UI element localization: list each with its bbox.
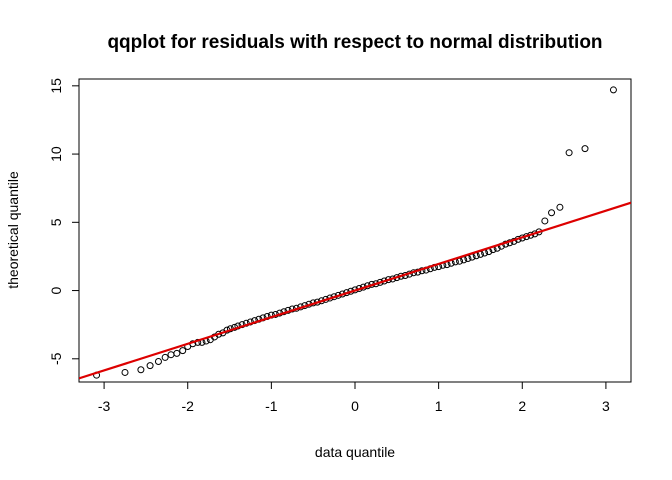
data-point — [179, 347, 187, 355]
data-point — [137, 366, 145, 374]
data-point — [548, 209, 556, 217]
x-tick-label: -1 — [265, 398, 278, 414]
y-tick-label: -5 — [48, 352, 64, 365]
y-tick-label: 15 — [48, 78, 64, 94]
x-tick-label: 0 — [351, 398, 359, 414]
data-point — [167, 351, 175, 359]
data-point — [565, 149, 573, 157]
reference-line-group — [79, 201, 631, 380]
x-tick-label: 1 — [435, 398, 443, 414]
y-tick-label: 0 — [48, 286, 64, 294]
data-point — [456, 257, 464, 265]
y-axis-label: theoretical quantile — [5, 171, 21, 289]
data-point — [609, 86, 617, 94]
x-tick-label: 2 — [518, 398, 526, 414]
data-point — [121, 368, 129, 376]
data-point — [541, 217, 549, 225]
reference-line — [79, 201, 631, 380]
data-point — [154, 358, 162, 366]
y-tick-label: 5 — [48, 218, 64, 226]
x-tick-label: -3 — [98, 398, 111, 414]
x-tick-label: 3 — [602, 398, 610, 414]
data-point — [173, 349, 181, 357]
chart-title: qqplot for residuals with respect to nor… — [107, 32, 602, 53]
x-axis-label: data quantile — [315, 444, 395, 460]
data-point — [581, 145, 589, 153]
plot-frame — [78, 78, 632, 383]
y-axis: -5 0 5 10 15 — [48, 78, 79, 365]
x-tick-label: -2 — [182, 398, 195, 414]
y-tick-label: 10 — [48, 146, 64, 162]
data-point — [556, 203, 564, 211]
x-axis: -3 -2 -1 0 1 2 3 — [98, 382, 610, 414]
data-point — [146, 362, 154, 370]
data-point — [161, 353, 169, 361]
